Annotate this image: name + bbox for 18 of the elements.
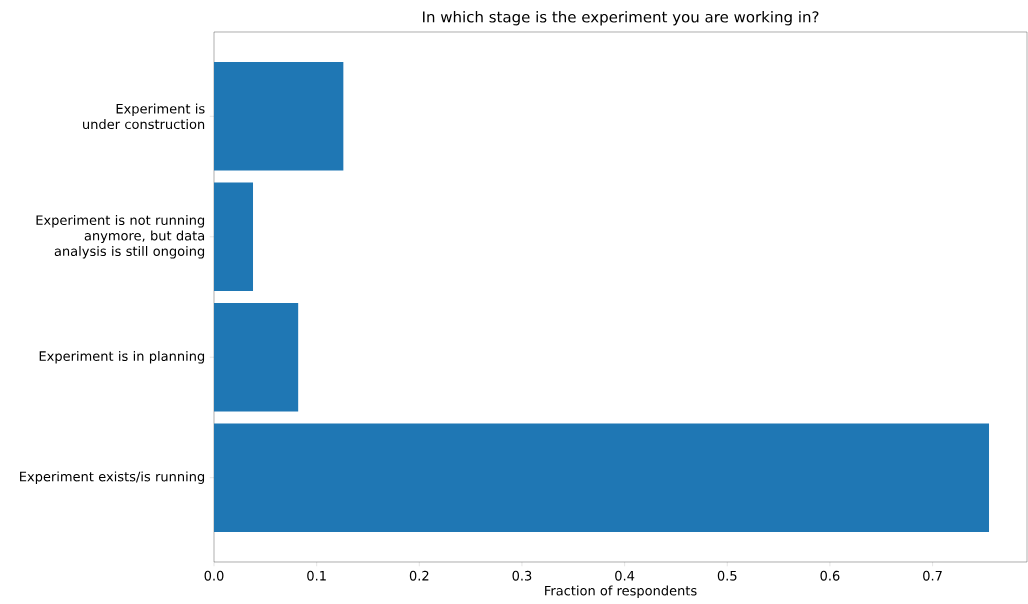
x-tick-label: 0.5: [717, 570, 737, 581]
x-tick-label: 0.1: [307, 570, 326, 581]
x-tick-label: 0.6: [820, 570, 840, 581]
y-tick-label: Experiment is not running anymore, but data analysis is still ongoing: [36, 214, 205, 259]
bar: [214, 423, 990, 532]
y-tick-label: Experiment is in planning: [39, 350, 205, 364]
x-tick-label: 0.4: [615, 570, 635, 581]
chart-title: In which stage is the experiment you are working in?: [423, 10, 819, 26]
x-tick-label: 0.3: [512, 570, 532, 581]
x-tick-label: 0.2: [409, 570, 429, 581]
bar: [214, 303, 299, 412]
bar: [214, 62, 344, 171]
y-tick-label: Experiment is under construction: [83, 103, 205, 130]
bar: [214, 182, 254, 291]
x-axis-title: Fraction of respondents: [545, 585, 697, 599]
x-tick-label: 0.7: [923, 570, 942, 581]
y-tick-label: Experiment exists/is running: [20, 471, 205, 484]
x-tick-label: 0.0: [204, 570, 224, 581]
